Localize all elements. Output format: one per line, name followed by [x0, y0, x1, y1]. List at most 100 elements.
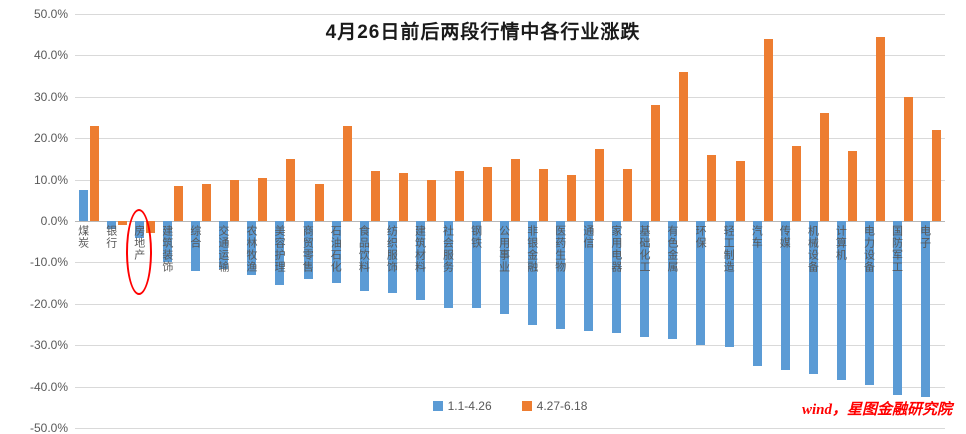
y-axis-tick: -40.0% — [29, 379, 68, 394]
bar — [387, 221, 397, 294]
x-axis-label: 有色金属 — [666, 225, 679, 273]
bar — [163, 221, 173, 263]
bar — [780, 221, 790, 371]
bar — [286, 158, 296, 221]
x-axis-label: 轻工制造 — [722, 225, 735, 273]
y-axis-tick: -20.0% — [29, 296, 68, 311]
x-axis-label: 建筑装饰 — [160, 225, 173, 273]
legend-label-series1: 1.1-4.26 — [447, 399, 492, 413]
legend-swatch-blue — [432, 401, 443, 411]
x-axis-label: 电力设备 — [862, 225, 875, 273]
x-axis-label: 煤炭 — [76, 225, 89, 249]
y-axis-tick: 40.0% — [33, 48, 68, 63]
chart-title: 4月26日前后两段行情中各行业涨跌 — [325, 22, 641, 43]
x-axis-label: 机械设备 — [806, 225, 819, 273]
bar — [482, 167, 492, 221]
x-axis-label: 农林牧渔 — [245, 225, 258, 273]
x-axis-label: 非银金融 — [525, 225, 538, 273]
x-axis-label: 家用电器 — [609, 225, 622, 273]
x-axis-label: 建筑材料 — [413, 225, 426, 273]
y-axis-tick: 30.0% — [33, 89, 68, 104]
y-axis-tick: -10.0% — [29, 255, 68, 270]
bar — [314, 183, 324, 221]
bar — [875, 36, 885, 221]
bar — [623, 169, 633, 221]
x-axis-label: 国防军工 — [890, 225, 903, 273]
bar — [398, 173, 408, 221]
bar — [920, 221, 930, 397]
bar — [567, 175, 577, 221]
legend: 1.1-4.26 4.27-6.18 — [75, 399, 945, 413]
bar — [679, 71, 689, 221]
bar — [174, 185, 184, 221]
y-axis-tick: 20.0% — [33, 131, 68, 146]
bar — [864, 221, 874, 385]
x-axis-label: 传媒 — [778, 225, 791, 249]
bar — [819, 113, 829, 221]
bar — [471, 221, 481, 308]
x-axis-label: 医药生物 — [553, 225, 566, 273]
x-axis-label: 纺织服饰 — [385, 225, 398, 273]
legend-item-series2: 4.27-6.18 — [521, 399, 588, 413]
gridline — [75, 345, 945, 347]
legend-swatch-orange — [521, 401, 532, 411]
bar — [230, 179, 240, 221]
bar — [275, 221, 285, 286]
bar — [584, 221, 594, 331]
bar — [668, 221, 678, 339]
x-axis-label: 计算机 — [834, 225, 847, 261]
bar — [415, 221, 425, 300]
bar — [651, 105, 661, 221]
bar — [696, 221, 706, 346]
bar — [90, 125, 100, 221]
bar — [258, 177, 268, 221]
y-axis-tick: 10.0% — [33, 172, 68, 187]
gridline — [75, 14, 945, 15]
bar — [539, 169, 549, 221]
bar — [331, 221, 341, 284]
bar — [836, 221, 846, 381]
gridline — [75, 303, 945, 305]
bar — [79, 189, 89, 221]
gridline — [75, 55, 945, 57]
bar — [202, 183, 212, 221]
x-axis-label: 钢铁 — [469, 225, 482, 249]
x-axis-label: 公用事业 — [497, 225, 510, 273]
bar — [847, 150, 857, 221]
x-axis-label: 综合 — [188, 225, 201, 249]
y-axis-tick: 50.0% — [33, 7, 68, 21]
bar — [191, 221, 201, 271]
bar — [892, 221, 902, 395]
source-credit: wind，星图金融研究院 — [801, 402, 952, 418]
gridline — [75, 179, 945, 181]
gridline — [75, 221, 945, 222]
bar — [118, 221, 128, 226]
bar — [612, 221, 622, 333]
bar — [219, 221, 229, 269]
bar — [528, 221, 538, 325]
bar — [146, 221, 156, 234]
bar — [370, 171, 380, 221]
bar — [640, 221, 650, 337]
x-axis-label: 商贸零售 — [301, 225, 314, 273]
bar — [426, 179, 436, 221]
bar — [791, 146, 801, 221]
bar — [247, 221, 257, 275]
highlight-ellipse — [126, 209, 153, 295]
x-axis-label: 基础化工 — [637, 225, 650, 273]
bar — [500, 221, 509, 315]
legend-label-series2: 4.27-6.18 — [536, 399, 588, 413]
plot-area: 50.0% 40.0% 30.0% 20.0% 10.0% 0.0% -10.0% -20.0… — [30, 7, 945, 434]
gridline — [75, 138, 945, 140]
x-axis-label: 通信 — [581, 225, 594, 249]
y-axis-tick: 0.0% — [40, 214, 68, 228]
x-axis-label: 银行 — [104, 225, 117, 249]
x-axis-label: 环保 — [694, 225, 707, 249]
bar — [752, 221, 762, 366]
x-axis-label: 交通运输 — [216, 225, 229, 273]
bar — [107, 221, 117, 230]
bar — [359, 221, 369, 292]
gridline — [75, 386, 945, 388]
bar — [443, 221, 453, 308]
y-axis-tick: -50.0% — [29, 421, 68, 434]
